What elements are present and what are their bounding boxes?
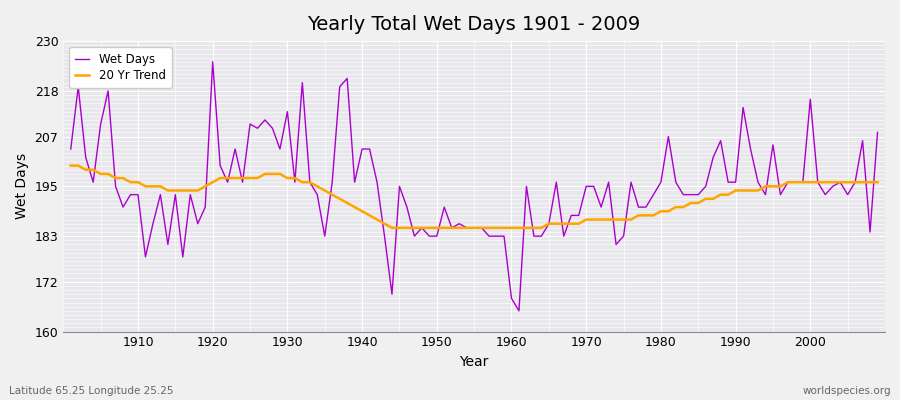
- 20 Yr Trend: [290, 176, 301, 180]
- Wet Days: [506, 296, 517, 301]
- Wet Days: [125, 192, 136, 197]
- Wet Days: [297, 80, 308, 85]
- Wet Days: [611, 242, 622, 247]
- 20 Yr Trend: [603, 217, 614, 222]
- Legend: Wet Days, 20 Yr Trend: Wet Days, 20 Yr Trend: [69, 47, 172, 88]
- Line: Wet Days: Wet Days: [71, 62, 878, 311]
- 20 Yr Trend: [125, 180, 136, 184]
- Wet Days: [342, 76, 353, 81]
- X-axis label: Year: Year: [460, 355, 489, 369]
- Title: Yearly Total Wet Days 1901 - 2009: Yearly Total Wet Days 1901 - 2009: [308, 15, 641, 34]
- Wet Days: [872, 130, 883, 135]
- 20 Yr Trend: [506, 226, 517, 230]
- Line: 20 Yr Trend: 20 Yr Trend: [71, 166, 878, 228]
- 20 Yr Trend: [514, 226, 525, 230]
- Wet Days: [66, 147, 77, 152]
- Wet Days: [207, 60, 218, 64]
- Y-axis label: Wet Days: Wet Days: [15, 153, 29, 220]
- Text: worldspecies.org: worldspecies.org: [803, 386, 891, 396]
- Text: Latitude 65.25 Longitude 25.25: Latitude 65.25 Longitude 25.25: [9, 386, 174, 396]
- 20 Yr Trend: [387, 226, 398, 230]
- 20 Yr Trend: [872, 180, 883, 184]
- 20 Yr Trend: [66, 163, 77, 168]
- Wet Days: [514, 308, 525, 313]
- 20 Yr Trend: [334, 196, 345, 201]
- Wet Days: [521, 184, 532, 189]
